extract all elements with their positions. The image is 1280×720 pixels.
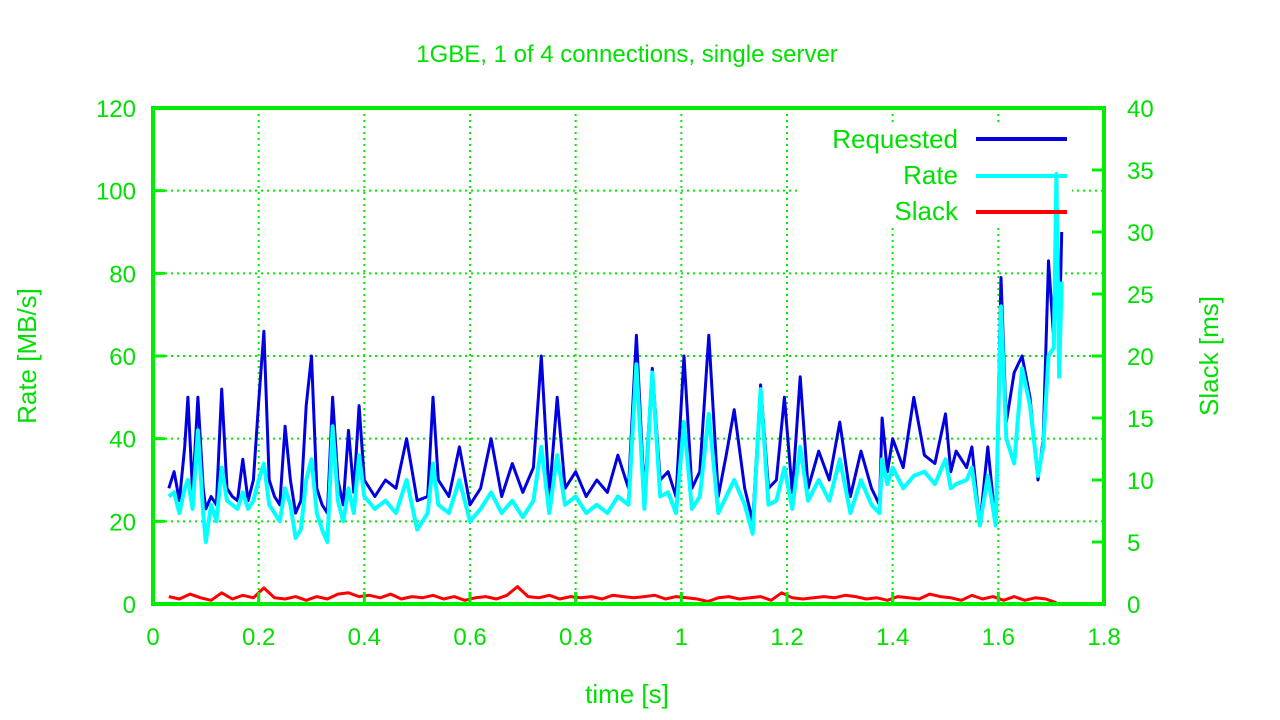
y2-tick-label: 35	[1127, 158, 1154, 185]
y-tick-label: 80	[109, 261, 136, 288]
y-tick-label: 100	[96, 179, 136, 206]
y2-tick-label: 25	[1127, 282, 1154, 309]
x-tick-label: 1	[675, 624, 688, 651]
x-tick-label: 0	[146, 624, 159, 651]
series-group	[167, 172, 1064, 605]
x-tick-label: 1.8	[1087, 624, 1120, 651]
legend-label-requested: Requested	[832, 124, 958, 154]
x-tick-label: 1.2	[770, 624, 803, 651]
y-tick-label: 20	[109, 509, 136, 536]
y2-axis-label: Slack [ms]	[1194, 296, 1224, 416]
y2-tick-label: 10	[1127, 468, 1154, 495]
x-tick-label: 0.2	[242, 624, 275, 651]
y-tick-label: 40	[109, 427, 136, 454]
y-tick-label: 120	[96, 96, 136, 123]
y-tick-label: 0	[123, 592, 136, 619]
x-tick-label: 1.6	[982, 624, 1015, 651]
x-tick-label: 0.4	[348, 624, 381, 651]
y-axis-label: Rate [MB/s]	[12, 288, 42, 424]
x-tick-label: 0.6	[453, 624, 486, 651]
y2-tick-label: 0	[1127, 592, 1140, 619]
y2-tick-label: 15	[1127, 406, 1154, 433]
y2-tick-label: 5	[1127, 530, 1140, 557]
y2-tick-label: 30	[1127, 220, 1154, 247]
legend: Requested Rate Slack	[832, 124, 1067, 226]
chart-title: 1GBE, 1 of 4 connections, single server	[416, 41, 838, 68]
legend-label-slack: Slack	[894, 196, 959, 226]
y2-tick-label: 20	[1127, 344, 1154, 371]
x-tick-label: 0.8	[559, 624, 592, 651]
x-tick-label: 1.4	[876, 624, 909, 651]
y-tick-label: 60	[109, 344, 136, 371]
series-line-slack	[168, 585, 1057, 605]
y2-tick-label: 40	[1127, 96, 1154, 123]
x-axis-label: time [s]	[585, 679, 669, 709]
legend-label-rate: Rate	[903, 160, 958, 190]
series-line-requested	[167, 172, 1064, 527]
ticks: 0 0.2 0.4 0.6 0.8 1 1.2 1.4 1.6 1.802040608010012…	[96, 96, 1154, 651]
series-line-rate	[167, 172, 1064, 544]
